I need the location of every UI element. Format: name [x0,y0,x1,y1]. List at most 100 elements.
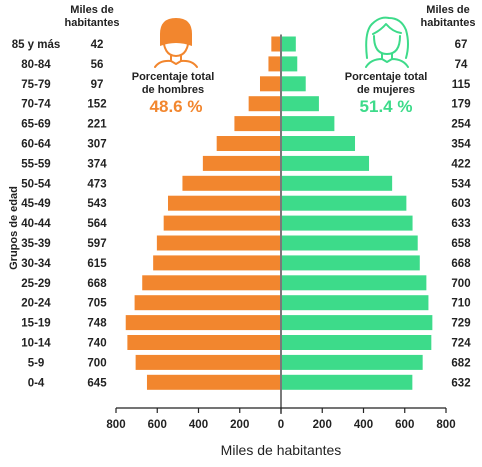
age-group-label: 15-19 [21,318,50,330]
age-group-label: 5-9 [28,357,45,369]
women-value-label: 115 [452,79,471,91]
x-tick-label: 800 [106,419,125,431]
women-value-label: 74 [455,59,468,71]
women-bar [282,354,423,370]
men-bar [259,76,280,92]
x-tick-label: 200 [230,419,249,431]
men-bar [127,335,280,350]
women-value-label: 534 [451,178,471,190]
women-value-label: 668 [451,258,471,270]
right-header-line-2: habitantes [420,17,475,29]
women-bar [282,36,296,52]
x-axis: 800 600 400 200 0 200 400 600 800 [106,34,456,431]
women-bars [282,36,433,390]
men-value-label: 307 [87,139,106,151]
age-group-label: 75-79 [21,79,50,91]
men-value-label: 740 [87,338,106,350]
women-value-label: 633 [451,218,470,230]
men-value-label: 56 [91,59,104,71]
age-group-label: 20-24 [21,298,51,310]
women-bar [282,96,319,112]
men-bar [202,155,280,171]
men-percent-title-line-2: de hombres [142,84,204,96]
women-value-label: 724 [451,338,471,350]
x-tick-label: 400 [189,419,208,431]
women-bar [282,76,306,92]
age-group-label: 65-69 [21,119,50,131]
men-bar [146,374,280,390]
women-bar [282,374,413,390]
women-bar [282,235,418,251]
men-bar [135,354,280,370]
right-header-line-1: Miles de [426,4,469,16]
women-value-label: 422 [451,158,470,170]
women-percent-title-line-1: Porcentaje total [345,71,428,83]
x-tick-label: 200 [313,419,332,431]
men-bar [268,56,280,72]
age-group-label: 35-39 [21,238,50,250]
women-value-labels: 67 74 115 179 254 354 422 534 603 633 658 668 700 710… [451,39,471,389]
men-bars [125,36,280,390]
men-value-label: 668 [87,278,107,290]
women-bar [282,136,356,151]
men-bar [142,275,280,291]
women-bar [282,315,433,331]
women-value-label: 603 [451,198,470,210]
men-bar [163,215,280,231]
age-group-label: 0-4 [28,377,45,389]
age-group-label: 70-74 [21,99,51,111]
x-tick-label: 400 [354,419,373,431]
men-value-label: 374 [87,158,107,170]
age-group-label: 10-14 [21,338,51,350]
men-percent-title-line-1: Porcentaje total [132,71,215,83]
left-header-line-2: habitantes [64,17,119,29]
women-bar [282,175,393,191]
age-group-label: 60-64 [21,139,51,151]
men-bar [125,315,280,331]
men-bar [156,235,280,251]
x-tick-label: 600 [148,419,167,431]
age-group-label: 40-44 [21,218,51,230]
women-value-label: 354 [451,139,471,151]
age-group-label: 85 y más [12,39,61,51]
women-bar [282,195,407,211]
age-group-label: 80-84 [21,59,51,71]
men-value-label: 543 [87,198,106,210]
women-value-label: 254 [451,119,471,131]
men-value-label: 700 [87,357,106,369]
women-bar [282,295,429,311]
men-value-label: 42 [91,39,104,51]
men-value-label: 473 [87,178,106,190]
x-tick-label: 600 [395,419,414,431]
age-group-label: 30-34 [21,258,51,270]
women-bar [282,255,420,271]
women-value-label: 710 [451,298,470,310]
women-value-label: 632 [451,377,470,389]
men-value-label: 97 [91,79,104,91]
age-group-label: 50-54 [21,178,51,190]
men-bar [134,295,280,311]
women-percent-title-line-2: de mujeres [357,84,415,96]
women-bar [282,56,298,72]
men-value-label: 615 [87,258,107,270]
men-bar [216,136,280,151]
women-bar [282,215,413,231]
men-value-label: 564 [87,218,107,230]
women-value-label: 179 [451,99,470,111]
woman-icon [365,16,409,68]
x-axis-title: Miles de habitantes [221,442,342,458]
men-value-labels: 42 56 97 152 221 307 374 473 543 564 597 615 668 705 7… [87,39,107,389]
women-value-label: 67 [455,39,468,51]
man-icon [154,18,198,68]
women-bar [282,275,427,291]
men-value-label: 152 [87,99,106,111]
women-bar [282,335,432,350]
women-value-label: 682 [451,357,470,369]
y-axis-title: Grupos de edad [8,186,20,270]
men-bar [234,116,280,132]
men-bar [182,175,280,191]
men-bar [248,96,280,112]
age-group-label: 45-49 [21,198,50,210]
